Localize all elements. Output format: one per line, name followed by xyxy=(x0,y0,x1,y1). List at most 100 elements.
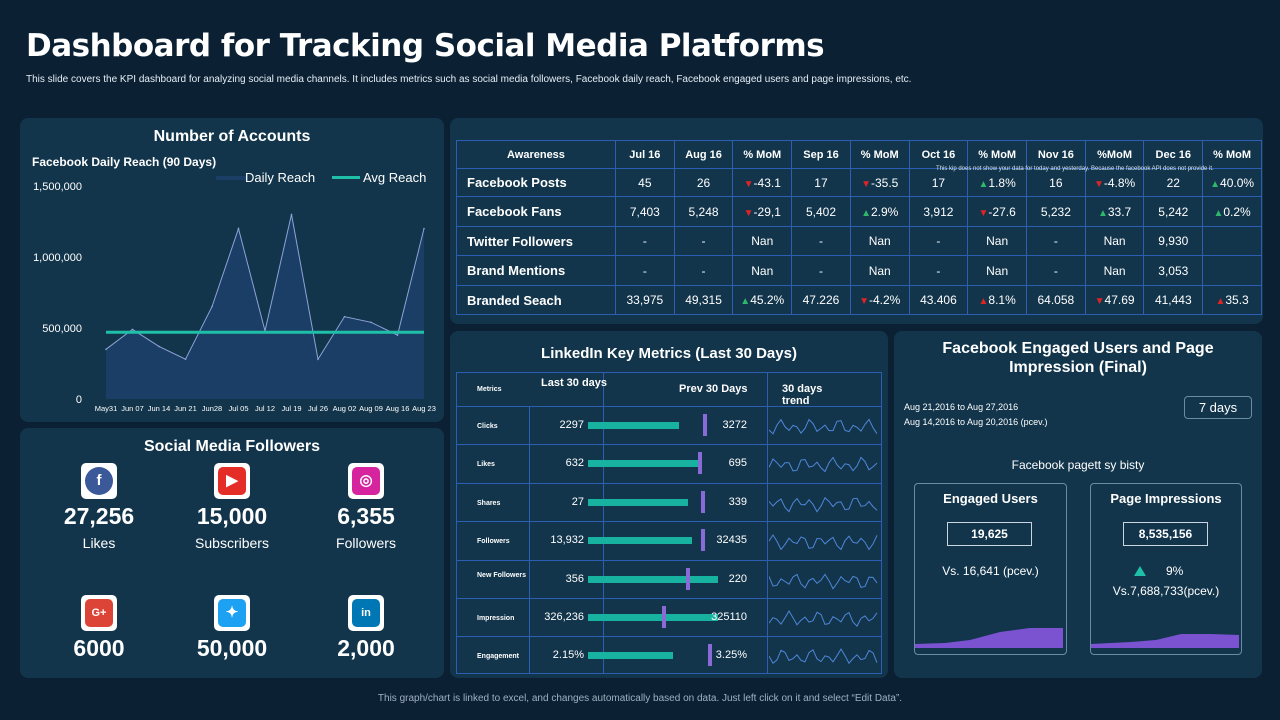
daily-reach-point xyxy=(158,345,160,348)
up-arrow-icon: ▲ xyxy=(1213,207,1224,219)
linkedin-prev30-value: 3.25% xyxy=(715,649,747,662)
y-tick-label: 500,000 xyxy=(42,323,82,335)
awareness-cell: 26 xyxy=(673,168,734,197)
awareness-cell: ▲33.7 xyxy=(1084,196,1145,227)
linkedin-trend-sparkline xyxy=(769,610,878,627)
follower-count: 50,000 xyxy=(196,635,268,661)
linkedin-col-divider xyxy=(529,406,530,673)
engaged-caption: Facebook pagett sy bisty xyxy=(1011,458,1145,472)
awareness-cell: - xyxy=(673,255,734,286)
follower-label: Likes xyxy=(82,535,116,551)
date-current: Aug 21,2016 to Aug 27,2016 xyxy=(904,402,1019,412)
follower-label: Subscribers xyxy=(195,535,269,551)
footer-note: This graph/chart is linked to excel, and… xyxy=(377,693,903,704)
linkedin-table: Metrics Last 30 days Prev 30 Days 30 days t… xyxy=(456,372,882,674)
youtube-icon: ▶ xyxy=(214,463,250,499)
linkedin-row: Likes 632 695 xyxy=(457,444,881,482)
up-arrow-icon: ▲ xyxy=(1215,296,1226,307)
linkedin-trend-sparkline xyxy=(769,418,878,435)
awareness-title: Awareness xyxy=(456,140,616,169)
y-tick-label: 0 xyxy=(76,394,82,406)
legend-swatch-daily xyxy=(216,176,248,180)
google-plus-icon: G+ xyxy=(81,595,117,631)
awareness-row-label: Branded Seach xyxy=(456,285,616,315)
awareness-cell: 3,912 xyxy=(908,196,969,227)
linkedin-prev-marker xyxy=(703,414,708,436)
daily-reach-area xyxy=(106,214,424,399)
linkedin-last30-value: 13,932 xyxy=(550,534,584,547)
awareness-cell: 49,315 xyxy=(673,285,734,315)
x-tick-label: Aug 09 xyxy=(359,404,383,413)
x-tick-label: Aug 02 xyxy=(333,404,357,413)
linkedin-row: Shares 27 339 xyxy=(457,482,881,521)
down-arrow-icon: ▼ xyxy=(861,178,871,190)
awareness-cell: 43.406 xyxy=(908,285,969,315)
linkedin-prev30-value: 695 xyxy=(728,457,747,470)
awareness-cell: ▲2.9% xyxy=(849,196,910,227)
awareness-col-header: % MoM xyxy=(967,140,1027,169)
awareness-col-header: Oct 16 xyxy=(908,140,969,169)
follower-count: 6000 xyxy=(73,635,125,661)
linkedin-trend-sparkline xyxy=(769,456,878,473)
awareness-row: Facebook Fans 7,403 5,248 ▼-29,1 5,402 ▲2.9% 3… xyxy=(456,196,1262,227)
page-impressions-prev: Vs.7,688,733(pcev.) xyxy=(1112,584,1220,598)
daily-reach-point xyxy=(290,213,293,216)
awareness-cell: - xyxy=(614,226,675,256)
period-select[interactable]: 7 days xyxy=(1184,396,1252,419)
x-tick-label: Aug 23 xyxy=(412,404,436,413)
daily-reach-point xyxy=(396,334,399,336)
linkedin-row-label: Impression xyxy=(477,615,515,622)
linkedin-trend-sparkline xyxy=(769,496,878,513)
down-arrow-icon: ▼ xyxy=(743,178,754,190)
awareness-cell: Nan xyxy=(849,255,910,286)
date-previous: Aug 14,2016 to Aug 20,2016 (pcev.) xyxy=(904,417,1048,427)
daily-reach-point xyxy=(370,321,372,324)
x-tick-label: Jul 05 xyxy=(228,404,248,413)
linkedin-bar xyxy=(588,652,673,660)
awareness-cell: ▲40.0% xyxy=(1202,168,1262,197)
linkedin-last30-value: 632 xyxy=(565,457,584,470)
legend-swatch-avg xyxy=(332,176,360,179)
daily-reach-point xyxy=(423,227,425,230)
awareness-cell: - xyxy=(614,255,675,286)
linkedin-prev30-value: 325110 xyxy=(711,611,747,623)
linkedin-row: Clicks 2297 3272 xyxy=(457,406,881,444)
awareness-cell: Nan xyxy=(967,226,1027,256)
awareness-cell: ▲0.2% xyxy=(1202,196,1262,227)
linkedin-row: Followers 13,932 32435 xyxy=(457,521,881,559)
linkedin-row-label: Clicks xyxy=(477,423,498,430)
linkedin-trend-sparkline xyxy=(769,573,878,590)
page-subtitle: This slide covers the KPI dashboard for … xyxy=(26,74,912,85)
period-value: 7 days xyxy=(1198,400,1238,415)
awareness-cell: 22 xyxy=(1143,168,1204,197)
x-tick-label: Jul 26 xyxy=(308,404,328,413)
awareness-col-header: % MoM xyxy=(732,140,793,169)
awareness-col-header: %MoM xyxy=(1084,140,1145,169)
page-impressions-title: Page Impressions xyxy=(1110,491,1222,506)
facebook-icon: f xyxy=(81,463,117,499)
awareness-row: Branded Seach 33,975 49,315 ▲45.2% 47.226 ▼-4… xyxy=(456,285,1262,315)
awareness-cell: ▼-4.2% xyxy=(849,285,910,315)
x-tick-label: Jun28 xyxy=(202,404,222,413)
awareness-cell: ▼-27.6 xyxy=(967,196,1027,227)
linkedin-trend-sparkline xyxy=(769,534,878,551)
awareness-col-header: Sep 16 xyxy=(791,140,851,169)
awareness-cell: ▲45.2% xyxy=(732,285,793,315)
linkedin-last30-value: 27 xyxy=(571,495,584,508)
linkedin-bar xyxy=(588,422,679,429)
awareness-col-header: Aug 16 xyxy=(673,140,734,169)
awareness-row: Facebook Posts 45 26 ▼-43.1 17 ▼-35.5 17 ▲1.8% 1… xyxy=(456,168,1262,197)
linkedin-prev-marker xyxy=(686,567,691,590)
awareness-cell: 5,232 xyxy=(1026,196,1086,227)
up-arrow-icon: ▲ xyxy=(740,296,751,307)
daily-reach-point xyxy=(211,305,213,308)
page-title: Dashboard for Tracking Social Media Plat… xyxy=(26,28,825,64)
linkedin-bar xyxy=(588,537,692,545)
x-tick-label: Jun 21 xyxy=(174,404,197,413)
chart-title: Facebook Daily Reach (90 Days) xyxy=(32,155,217,169)
legend-avg-reach: Avg Reach xyxy=(363,170,426,185)
accounts-panel: Number of Accounts Facebook Daily Reach … xyxy=(20,118,444,422)
awareness-cell: - xyxy=(673,226,734,256)
follower-count: 6,355 xyxy=(337,503,395,529)
awareness-cell: 64.058 xyxy=(1026,285,1086,315)
